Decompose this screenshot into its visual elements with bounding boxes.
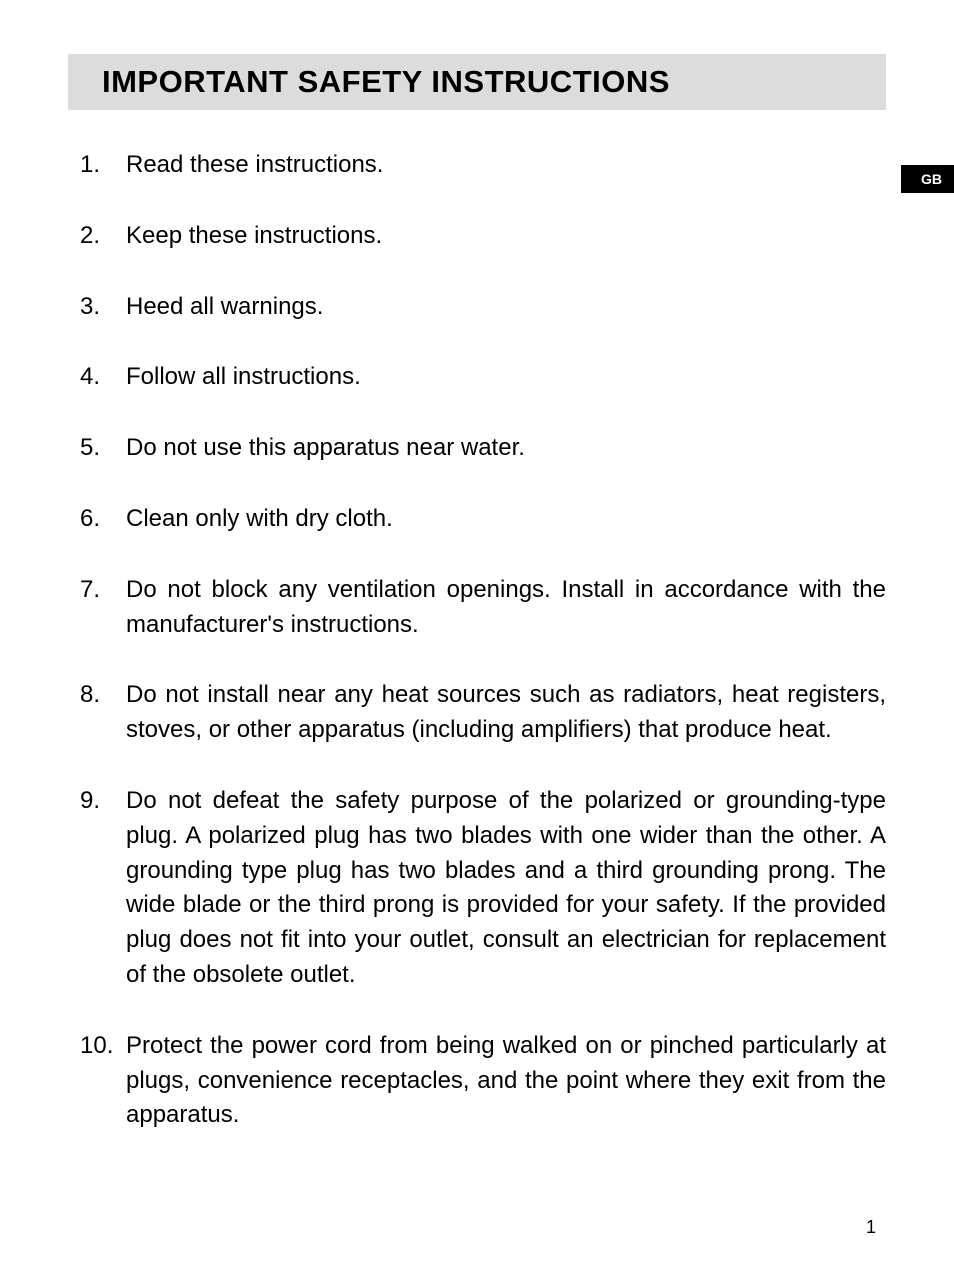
- instructions-list: Read these instructions. Keep these inst…: [68, 148, 886, 1133]
- instruction-item: Protect the power cord from being walked…: [80, 1029, 886, 1133]
- page-number: 1: [866, 1217, 876, 1238]
- instruction-item: Do not use this apparatus near water.: [80, 431, 886, 466]
- instruction-item: Keep these instructions.: [80, 219, 886, 254]
- document-page: IMPORTANT SAFETY INSTRUCTIONS GB Read th…: [0, 0, 954, 1272]
- instruction-item: Heed all warnings.: [80, 290, 886, 325]
- instruction-item: Clean only with dry cloth.: [80, 502, 886, 537]
- instruction-item: Follow all instructions.: [80, 360, 886, 395]
- instruction-item: Do not block any ventilation openings. I…: [80, 573, 886, 643]
- language-tab: GB: [901, 165, 954, 193]
- instruction-item: Do not defeat the safety purpose of the …: [80, 784, 886, 993]
- page-title: IMPORTANT SAFETY INSTRUCTIONS: [102, 64, 868, 100]
- instruction-item: Read these instructions.: [80, 148, 886, 183]
- instruction-item: Do not install near any heat sources suc…: [80, 678, 886, 748]
- title-bar: IMPORTANT SAFETY INSTRUCTIONS: [68, 54, 886, 110]
